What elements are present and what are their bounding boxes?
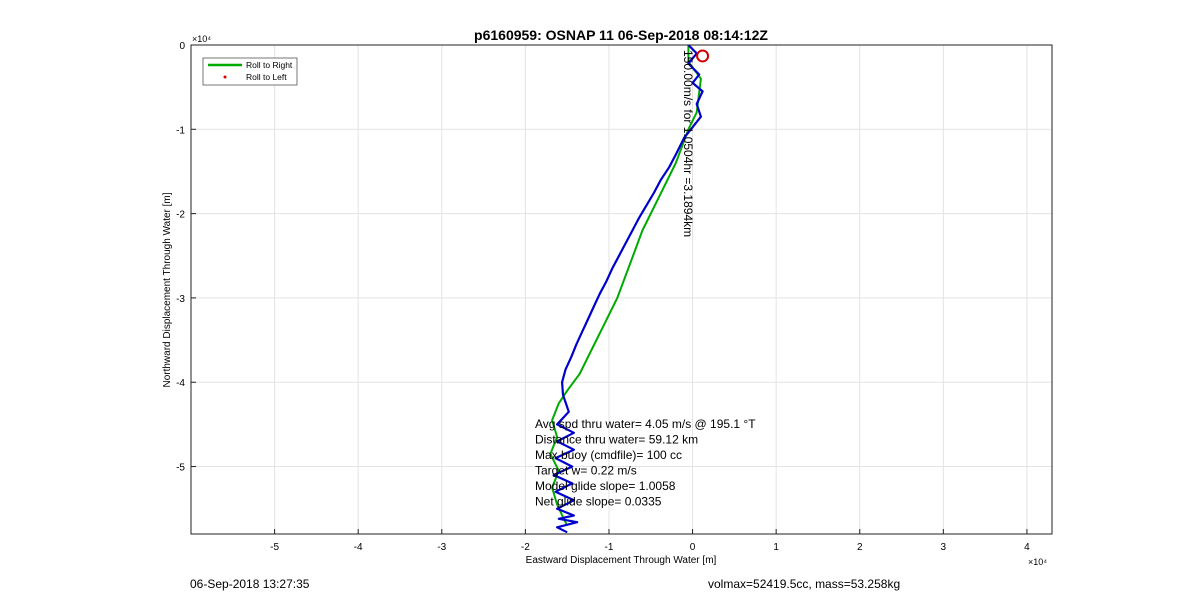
x-tick-label: 2 [857,542,863,553]
x-tick-label: -1 [605,542,614,553]
plot-frame [190,44,1053,535]
legend: Roll to Right Roll to Left [202,57,298,86]
footer-timestamp: 06-Sep-2018 13:27:35 [190,577,310,591]
stats-line: Target w= 0.22 m/s [535,464,637,478]
legend-swatch-roll-left [223,75,227,79]
x-tick-label: -5 [270,542,279,553]
x-axis-label: Eastward Displacement Through Water [m] [526,555,717,566]
chart-title: p6160959: OSNAP 11 06-Sep-2018 08:14:12Z [474,27,768,43]
y-tick-label: -3 [176,294,185,305]
end-position-marker [696,49,710,63]
ticks: -5 -4 -3 -2 -1 0 1 2 3 4 0 -1 -2 -3 -4 -5 [176,41,1030,553]
x-tick-label: 1 [773,542,779,553]
series-track-line [552,44,704,534]
y-axis-label: Northward Displacement Through Water [m] [162,192,173,387]
x-tick-label: 0 [690,542,696,553]
x-exponent-label: ×10⁴ [1028,557,1047,567]
y-tick-label: -2 [176,210,185,221]
y-exponent-label: ×10⁴ [192,34,211,44]
stats-line: Model glide slope= 1.0058 [535,479,676,493]
y-tick-label: -5 [176,463,185,474]
legend-label-roll-right: Roll to Right [246,60,293,70]
stats-line: Max buoy (cmdfile)= 100 cc [535,448,682,462]
series-layer [549,44,710,534]
rotated-annotation: 150.00m/s for 1.0504hr =3.1894km [681,50,695,237]
y-tick-label: 0 [179,41,185,52]
stats-line: Net glide slope= 0.0335 [535,495,662,509]
x-tick-label: 4 [1024,542,1030,553]
y-tick-label: -4 [176,378,185,389]
x-tick-label: -3 [437,542,446,553]
stats-line: Distance thru water= 59.12 km [535,433,698,447]
footer-volmax-mass: volmax=52419.5cc, mass=53.258kg [708,577,901,591]
x-tick-label: -2 [521,542,530,553]
x-tick-label: 3 [941,542,947,553]
legend-label-roll-left: Roll to Left [246,72,287,82]
stats-line: Avg spd thru water= 4.05 m/s @ 195.1 °T [535,417,756,431]
legend-box [202,57,298,86]
y-tick-label: -1 [176,125,185,136]
x-tick-label: -4 [354,542,363,553]
stats-block: Avg spd thru water= 4.05 m/s @ 195.1 °T D… [535,417,756,509]
